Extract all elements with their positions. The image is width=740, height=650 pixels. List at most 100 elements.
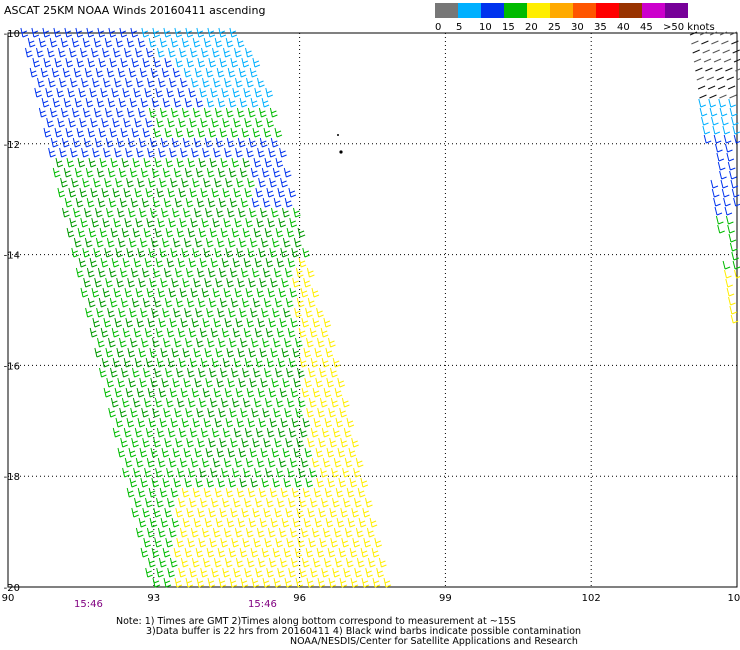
wind-barb [332,427,341,438]
wind-barb [286,537,294,548]
wind-barb [60,37,69,48]
wind-barb [225,487,234,498]
wind-barb [143,367,151,378]
wind-barb [99,227,108,238]
wind-barb [152,337,160,348]
wind-barb [60,107,69,118]
wind-barb [220,537,228,548]
wind-barb [93,107,102,118]
wind-barb [699,31,708,36]
wind-barb [177,467,185,478]
wind-barb [280,177,288,188]
wind-barb [116,277,124,288]
wind-barb [69,217,77,228]
wind-barb [223,217,231,228]
wind-barb [246,557,255,568]
wind-barb [236,417,245,428]
wind-barb [122,257,131,268]
wind-barb [336,517,345,528]
wind-barb [198,397,207,408]
wind-barb [722,125,731,135]
wind-barb [57,117,65,128]
wind-barb [126,487,135,498]
wind-barb [293,377,301,388]
wind-barb [692,49,700,54]
wind-barb [243,257,252,268]
wind-barb [334,557,343,568]
wind-barb [196,27,205,38]
wind-barb [193,137,202,148]
wind-barb [173,97,182,108]
wind-barb [251,577,260,588]
wind-barb [346,487,355,498]
wind-barb [360,547,369,558]
wind-barb [104,177,112,188]
wind-barb [255,357,264,368]
wind-barb [159,487,168,498]
wind-barb [191,317,200,328]
wind-barb [127,137,136,148]
wind-barb [261,97,270,108]
wind-barb [162,97,171,108]
wind-barb [306,267,315,278]
wind-barb [206,547,215,558]
wind-barb [215,137,224,148]
wind-barb [226,517,235,528]
wind-barb [139,207,147,218]
wind-barb [105,347,114,358]
wind-barb [729,242,738,252]
wind-barb [206,167,215,178]
wind-barb [271,377,279,388]
wind-barb [706,76,714,81]
wind-barb [311,457,320,468]
wind-barb [337,447,346,458]
wind-barb [133,467,141,478]
wind-barb [242,397,251,408]
wind-barb [254,327,263,338]
wind-barb [279,387,288,398]
longitude-tick-label: 102 [582,593,601,604]
wind-barb [32,57,41,68]
wind-barb [360,477,369,488]
wind-barb [200,187,209,198]
wind-barb [117,447,126,458]
wind-barb [160,347,169,358]
wind-barb [726,152,735,162]
wind-barb [251,267,260,278]
wind-barb [135,287,144,298]
longitude-tick-label: 90 [2,593,15,604]
wind-barb [165,227,174,238]
wind-barb [310,427,319,438]
wind-barb [115,417,124,428]
wind-barb [137,417,146,428]
wind-barb [307,437,315,448]
wind-barb [129,97,138,108]
wind-barb [194,447,203,458]
wind-barb [732,125,740,135]
wind-barb [241,297,250,308]
wind-barb [161,377,169,388]
wind-barb [245,47,253,58]
wind-barb [249,207,257,218]
wind-barb [84,237,93,248]
wind-barb [689,31,698,36]
wind-barb [218,27,227,38]
wind-barb [120,297,129,308]
wind-barb [148,107,157,118]
wind-barb [244,497,252,508]
wind-barb [82,177,90,188]
wind-barb [146,47,154,58]
wind-barb [91,217,99,228]
wind-barb [305,477,314,488]
wind-barb [207,27,216,38]
wind-barb [124,287,133,298]
wind-barb [245,217,253,228]
wind-barb [222,427,231,438]
wind-barb [237,277,245,288]
wind-barb [269,247,277,258]
wind-barb [243,467,251,478]
wind-barb [178,357,187,368]
wind-barb [350,577,359,588]
wind-barb [120,127,129,138]
